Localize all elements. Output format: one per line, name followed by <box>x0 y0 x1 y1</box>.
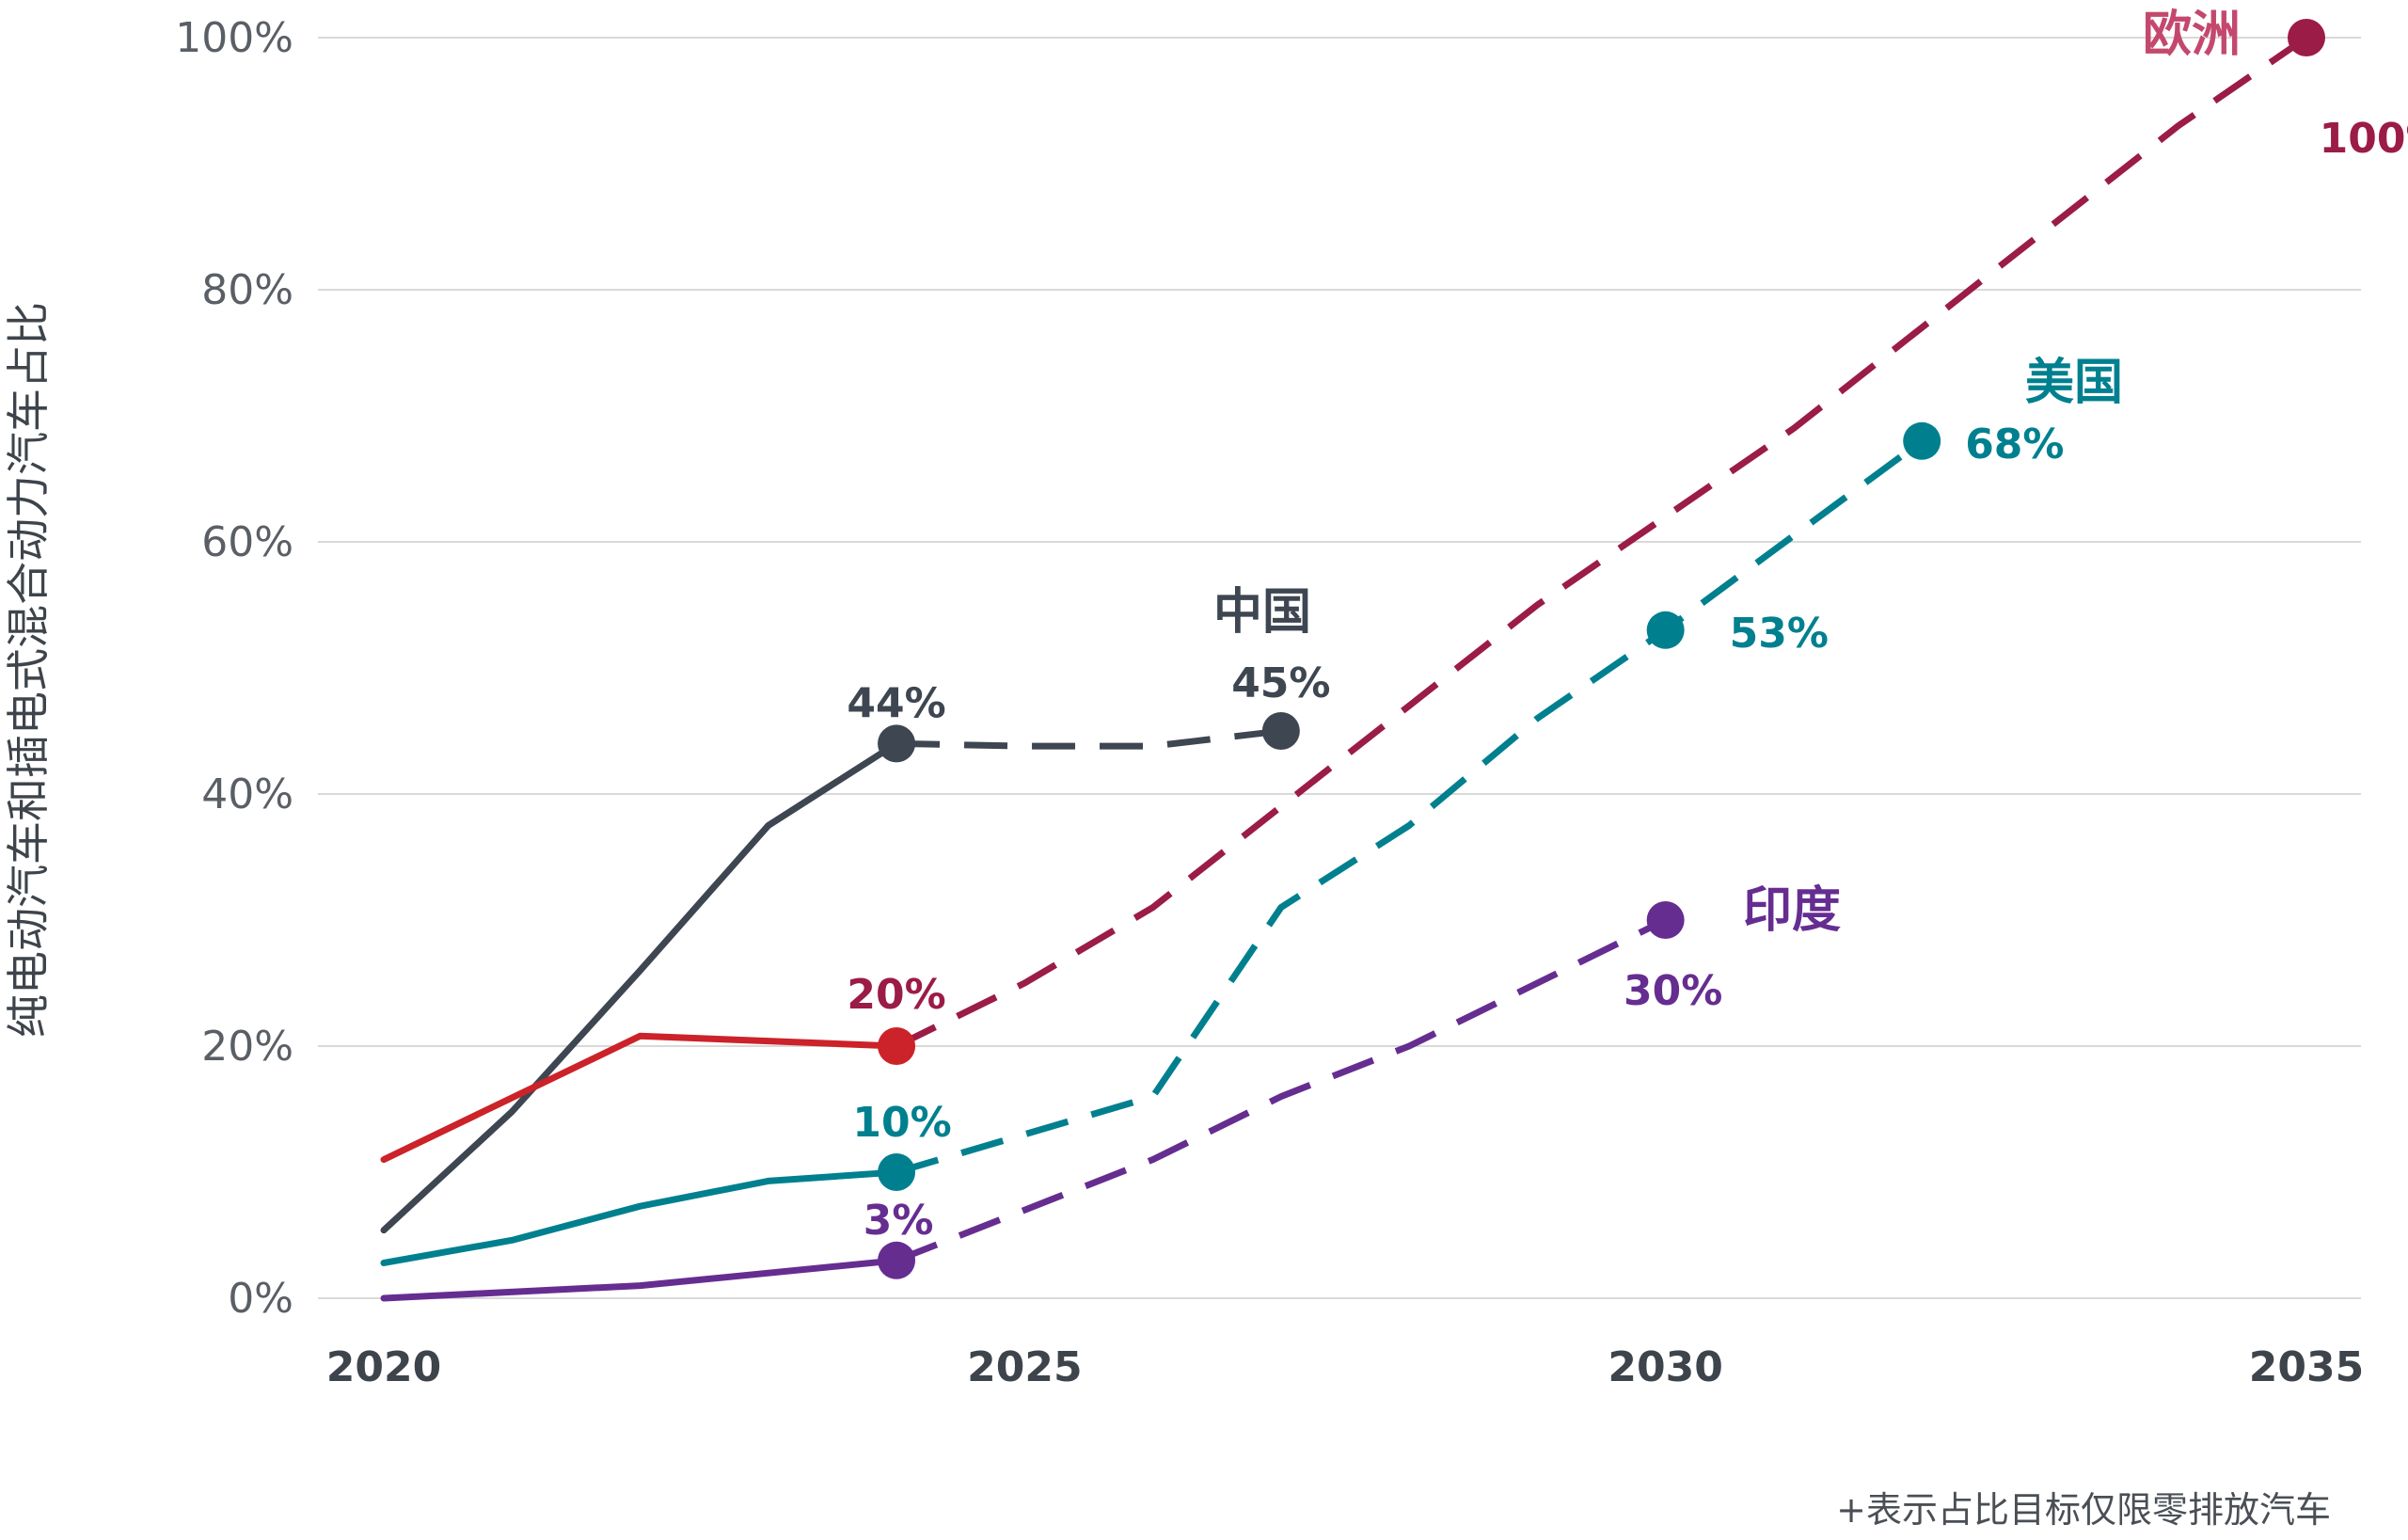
data-point-marker <box>1646 901 1685 939</box>
series-actual-line <box>380 739 900 1234</box>
data-label: 53% <box>1730 610 1829 658</box>
series-projected-line <box>895 916 1668 1264</box>
y-tick-label: 60% <box>201 518 293 566</box>
data-point-marker <box>878 1241 916 1279</box>
x-tick-label: 2030 <box>1608 1343 1722 1391</box>
series-name-label: 中国 <box>1213 584 1311 641</box>
data-label: 3% <box>863 1197 934 1245</box>
data-point-marker <box>878 1153 916 1191</box>
y-axis-ticks: 0% 20% 40% 60% 80% 100% <box>175 14 293 1323</box>
data-point-marker <box>878 1027 916 1065</box>
data-point-marker <box>1261 712 1300 750</box>
data-label: 44% <box>847 679 945 727</box>
data-label: 10% <box>852 1099 951 1147</box>
series-projected-line <box>895 727 1282 750</box>
series-name-label: 美国 <box>2025 355 2123 411</box>
series-actual-line <box>380 1032 900 1164</box>
y-tick-label: 80% <box>201 266 293 314</box>
data-point-marker <box>1646 611 1685 649</box>
x-tick-label: 2035 <box>2249 1343 2364 1391</box>
data-point-marker <box>2288 19 2325 56</box>
data-label: 45% <box>1231 659 1330 707</box>
data-label: 20% <box>847 971 945 1019</box>
y-tick-label: 40% <box>201 770 293 818</box>
data-label: 68% <box>1965 421 2064 468</box>
y-tick-label: 100% <box>175 14 293 62</box>
y-tick-label: 0% <box>228 1275 293 1323</box>
data-label: 30% <box>1624 967 1722 1015</box>
series-name-label: 印度 <box>1743 882 1841 939</box>
point-labels: 44% 45% 20% 100%+ 10% 53% 68% 3% 30% <box>847 115 2408 1245</box>
series-lines <box>380 35 2308 1302</box>
series-actual-line <box>380 1168 900 1266</box>
series-projected-line <box>895 437 1925 1176</box>
footnote: +表示占比目标仅限零排放汽车 <box>1836 1489 2331 1531</box>
y-axis-label: 纯电动汽车和插电式混合动力汽车占比 <box>3 302 54 1038</box>
y-tick-label: 20% <box>201 1023 293 1071</box>
x-tick-label: 2025 <box>967 1343 1082 1391</box>
data-point-marker <box>878 724 916 763</box>
series-actual-line <box>380 1257 900 1302</box>
data-point-marker <box>1903 421 1941 460</box>
data-label: 100%+ <box>2320 115 2408 163</box>
gridlines <box>318 37 2361 1299</box>
x-tick-label: 2020 <box>326 1343 441 1391</box>
x-axis-ticks: 2020 2025 2030 2035 <box>326 1343 2364 1391</box>
series-markers <box>878 19 2325 1279</box>
series-projected-line <box>895 35 2308 1050</box>
series-name-label: 欧洲 <box>2143 7 2241 63</box>
